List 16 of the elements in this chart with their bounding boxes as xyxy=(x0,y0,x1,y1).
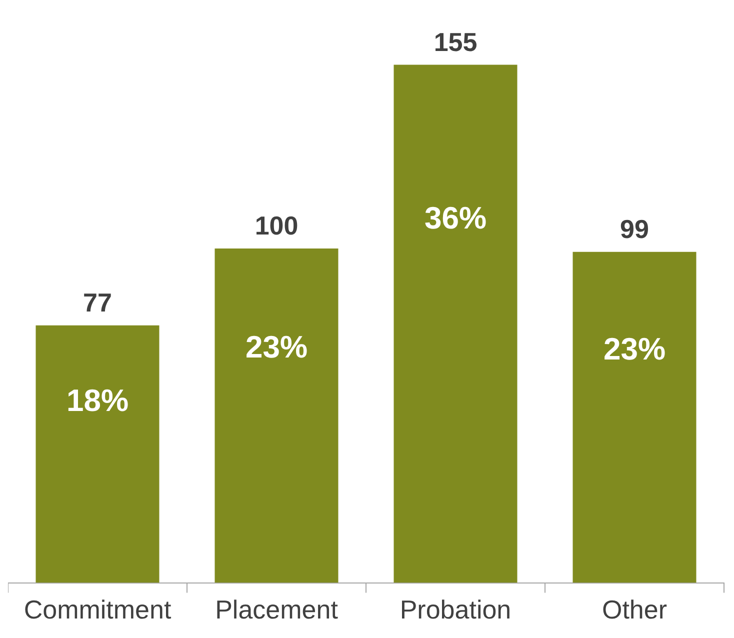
data-label: 99 xyxy=(620,214,649,244)
annotation: 23% xyxy=(245,329,308,364)
bar xyxy=(394,64,518,583)
annotation: 36% xyxy=(424,200,487,236)
bar xyxy=(572,252,696,583)
data-label: 155 xyxy=(434,26,478,57)
x-tick-label: Commitment xyxy=(24,594,172,625)
bar xyxy=(214,248,338,583)
x-tick-label: Other xyxy=(602,594,668,625)
x-tick-label: Probation xyxy=(400,594,512,625)
bar xyxy=(36,325,160,583)
data-label: 100 xyxy=(254,210,298,241)
annotation: 23% xyxy=(603,332,666,367)
annotation: 18% xyxy=(66,383,129,418)
x-tick-label: Placement xyxy=(215,594,339,625)
data-label: 77 xyxy=(83,288,112,318)
